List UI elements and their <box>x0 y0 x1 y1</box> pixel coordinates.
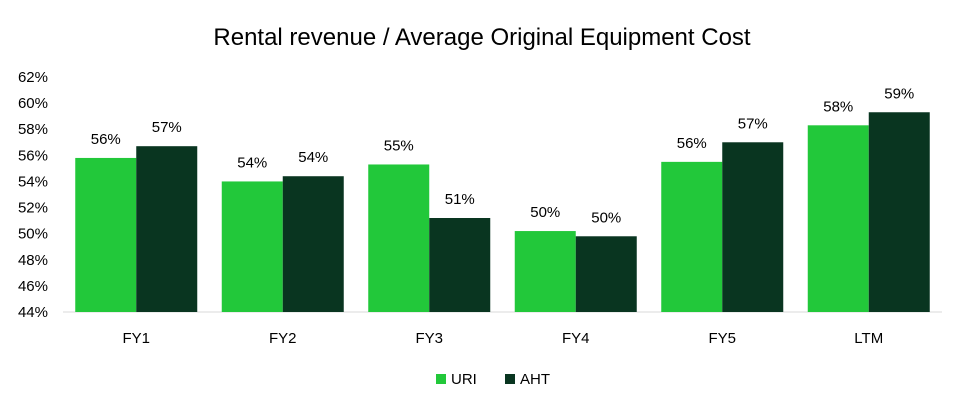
data-label: 50% <box>591 209 621 226</box>
data-label: 51% <box>445 191 475 208</box>
data-label: 55% <box>384 137 414 154</box>
y-tick-label: 44% <box>18 304 48 321</box>
y-axis: 44% 46% 48% 50% 52% 54% 56% 58% 60% 62% <box>18 69 48 321</box>
legend-swatch-uri <box>436 374 446 384</box>
legend-label-aht: AHT <box>520 371 550 388</box>
bar-aht-fy1 <box>136 146 198 312</box>
legend: URI AHT <box>436 371 550 388</box>
bar-aht-fy3 <box>429 218 491 312</box>
y-tick-label: 56% <box>18 147 48 164</box>
y-tick-label: 50% <box>18 226 48 243</box>
data-label: 54% <box>298 149 328 166</box>
data-label: 56% <box>677 135 707 152</box>
data-label: 57% <box>738 115 768 132</box>
x-tick-label: FY5 <box>708 330 736 347</box>
data-labels-group: 56% 57% 54% 54% 55% 51% 50% 50% 56% 57% 58% 59% <box>91 85 915 226</box>
x-tick-label: FY2 <box>269 330 297 347</box>
data-label: 59% <box>884 85 914 102</box>
y-tick-label: 54% <box>18 173 48 190</box>
bar-uri-fy2 <box>221 181 283 312</box>
y-tick-label: 48% <box>18 252 48 269</box>
bar-aht-fy4 <box>575 236 637 312</box>
bar-aht-ltm <box>868 112 930 312</box>
y-tick-label: 52% <box>18 200 48 217</box>
data-label: 50% <box>530 204 560 221</box>
bar-aht-fy5 <box>722 142 784 312</box>
bar-uri-fy3 <box>368 164 430 312</box>
y-tick-label: 58% <box>18 121 48 138</box>
bar-uri-ltm <box>807 125 869 312</box>
x-tick-label: FY4 <box>562 330 590 347</box>
data-label: 57% <box>152 119 182 136</box>
y-tick-label: 62% <box>18 69 48 86</box>
bar-uri-fy4 <box>514 231 576 312</box>
bars-group <box>75 112 930 312</box>
x-tick-label: FY1 <box>122 330 150 347</box>
x-axis: FY1 FY2 FY3 FY4 FY5 LTM <box>63 311 942 347</box>
bar-aht-fy2 <box>282 176 344 312</box>
legend-label-uri: URI <box>451 371 477 388</box>
bar-uri-fy1 <box>75 157 137 312</box>
x-tick-label: LTM <box>854 330 883 347</box>
x-tick-label: FY3 <box>415 330 443 347</box>
y-tick-label: 46% <box>18 278 48 295</box>
data-label: 58% <box>823 98 853 115</box>
bar-uri-fy5 <box>661 161 723 312</box>
data-label: 54% <box>237 154 267 171</box>
legend-swatch-aht <box>505 374 515 384</box>
y-tick-label: 60% <box>18 95 48 112</box>
chart-title: Rental revenue / Average Original Equipm… <box>213 24 751 51</box>
data-label: 56% <box>91 131 121 148</box>
